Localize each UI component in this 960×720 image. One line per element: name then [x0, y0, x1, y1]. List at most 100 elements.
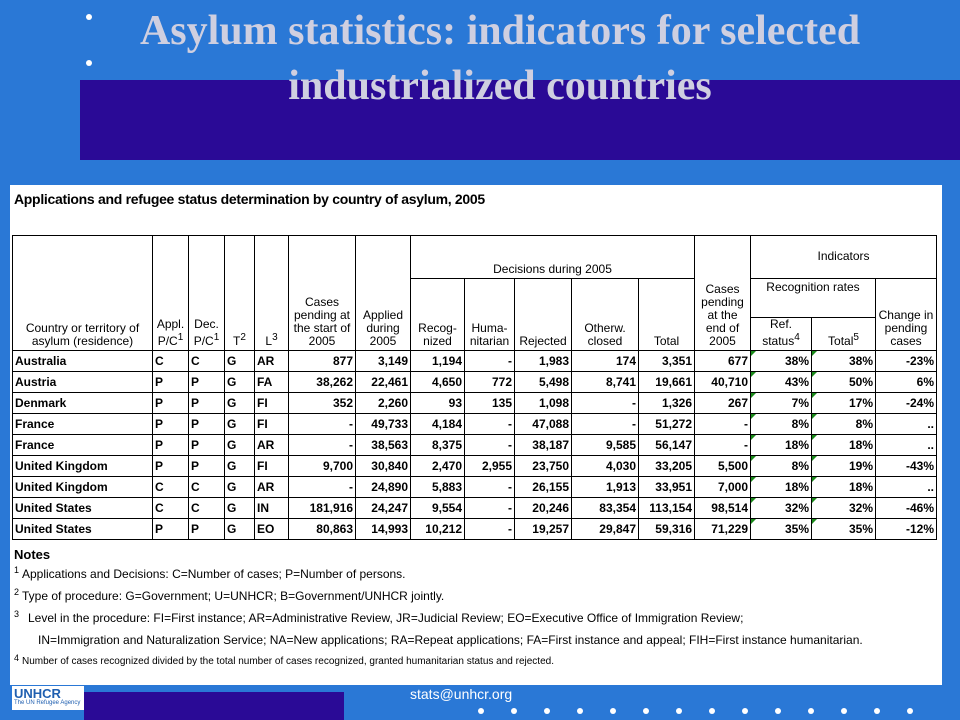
table-row: United States P P G EO 80,863 14,993 10,212-19,…: [12, 518, 937, 540]
cell-change: ..: [875, 413, 937, 435]
cell-total: 33,205: [638, 455, 695, 477]
recognition-rates-subheaders: Ref. status4 Total5: [752, 318, 875, 350]
footer-dot: [544, 708, 550, 714]
cell-change: -12%: [875, 518, 937, 540]
cell-humanitarian: -: [464, 518, 515, 540]
table-row: Denmark P P G FI 352 2,260 93 135 1,098-1,326 267 7…: [12, 392, 937, 414]
cell-rejected: 1,098: [514, 392, 572, 414]
cell-country: France: [12, 413, 153, 435]
cell-country: United Kingdom: [12, 476, 153, 498]
header-level: L3: [254, 235, 289, 351]
header-country: Country or territory of asylum (residenc…: [12, 235, 153, 351]
cell-change: ..: [875, 476, 937, 498]
cell-humanitarian: 2,955: [464, 455, 515, 477]
notes-list: 1 Applications and Decisions: C=Number of…: [14, 565, 934, 670]
cell-total: 51,272: [638, 413, 695, 435]
header-ref-status: Ref. status4: [752, 318, 812, 350]
footer-dot: [577, 708, 583, 714]
cell-ref-status: 32%: [750, 497, 812, 519]
header-appl: Appl. P/C1: [152, 235, 189, 351]
header-applied: Applied during 2005: [355, 235, 411, 351]
cell-dec: C: [188, 476, 225, 498]
cell-dec: P: [188, 413, 225, 435]
cell-country: Austria: [12, 371, 153, 393]
cell-recognized: 10,212: [410, 518, 465, 540]
cell-total-rate: 18%: [811, 476, 876, 498]
note-text: Applications and Decisions: C=Number of …: [22, 567, 406, 581]
cell-appl: P: [152, 413, 189, 435]
note-text: Number of cases recognized divided by th…: [22, 656, 554, 667]
note-number: 3: [14, 609, 20, 619]
cell-t: G: [224, 455, 255, 477]
bullet-dot: [86, 60, 92, 66]
note-text: IN=Immigration and Naturalization Servic…: [38, 633, 863, 647]
cell-dec: P: [188, 518, 225, 540]
cell-t: G: [224, 476, 255, 498]
cell-ref-status: 38%: [750, 350, 812, 372]
cell-t: G: [224, 350, 255, 372]
notes-title: Notes: [14, 547, 51, 562]
header-otherwise: Otherw. closed: [571, 278, 639, 351]
cell-rejected: 26,155: [514, 476, 572, 498]
cell-ref-status: 7%: [750, 392, 812, 414]
cell-t: G: [224, 434, 255, 456]
cell-country: United States: [12, 518, 153, 540]
bullet-dot: [86, 14, 92, 20]
cell-pending-end: -: [694, 434, 751, 456]
cell-appl: P: [152, 434, 189, 456]
cell-dec: C: [188, 497, 225, 519]
cell-total: 19,661: [638, 371, 695, 393]
footer-band: [84, 692, 344, 720]
unhcr-logo: UNHCR The UN Refugee Agency: [12, 686, 84, 710]
cell-t: G: [224, 392, 255, 414]
cell-rejected: 1,983: [514, 350, 572, 372]
cell-ref-status: 35%: [750, 518, 812, 540]
cell-recognized: 93: [410, 392, 465, 414]
cell-dec: P: [188, 434, 225, 456]
footer-dot: [742, 708, 748, 714]
cell-humanitarian: -: [464, 476, 515, 498]
notes-section: Notes 1 Applications and Decisions: C=Num…: [14, 547, 934, 676]
cell-applied: 22,461: [355, 371, 411, 393]
cell-ref-status: 18%: [750, 434, 812, 456]
cell-total: 113,154: [638, 497, 695, 519]
table-row: Austria P P G FA 38,262 22,461 4,650 772 5,498 8,7…: [12, 371, 937, 393]
cell-l: IN: [254, 497, 289, 519]
cell-total: 56,147: [638, 434, 695, 456]
table-row: United States C C G IN 181,916 24,247 9,554-20,…: [12, 497, 937, 519]
cell-recognized: 5,883: [410, 476, 465, 498]
cell-total-rate: 35%: [811, 518, 876, 540]
note-item: 2 Type of procedure: G=Government; U=UNHC…: [14, 587, 934, 604]
cell-pending-start: 181,916: [288, 497, 356, 519]
cell-pending-start: 352: [288, 392, 356, 414]
table-row: United Kingdom P P G FI 9,700 30,840 2,470 2,955…: [12, 455, 937, 477]
cell-l: FI: [254, 413, 289, 435]
cell-ref-status: 8%: [750, 413, 812, 435]
cell-appl: C: [152, 476, 189, 498]
cell-ref-status: 18%: [750, 476, 812, 498]
cell-country: Australia: [12, 350, 153, 372]
footer-email[interactable]: stats@unhcr.org: [410, 686, 513, 702]
footer-dot: [907, 708, 913, 714]
cell-change: 6%: [875, 371, 937, 393]
cell-change: -46%: [875, 497, 937, 519]
cell-humanitarian: -: [464, 434, 515, 456]
note-item: 1 Applications and Decisions: C=Number of…: [14, 565, 934, 582]
header-recognition-rates-label: Recognition rates: [751, 280, 875, 318]
cell-total-rate: 38%: [811, 350, 876, 372]
cell-recognized: 2,470: [410, 455, 465, 477]
cell-pending-start: -: [288, 476, 356, 498]
footer-dot: [874, 708, 880, 714]
header-dec: Dec. P/C1: [188, 235, 225, 351]
cell-pending-end: 7,000: [694, 476, 751, 498]
cell-rejected: 20,246: [514, 497, 572, 519]
cell-humanitarian: 135: [464, 392, 515, 414]
cell-l: EO: [254, 518, 289, 540]
cell-humanitarian: 772: [464, 371, 515, 393]
cell-ref-status: 43%: [750, 371, 812, 393]
header-pending-end: Cases pending at the end of 2005: [694, 235, 751, 351]
cell-rejected: 47,088: [514, 413, 572, 435]
footer-dot: [478, 708, 484, 714]
footer-dot: [709, 708, 715, 714]
cell-otherwise: 29,847: [571, 518, 639, 540]
